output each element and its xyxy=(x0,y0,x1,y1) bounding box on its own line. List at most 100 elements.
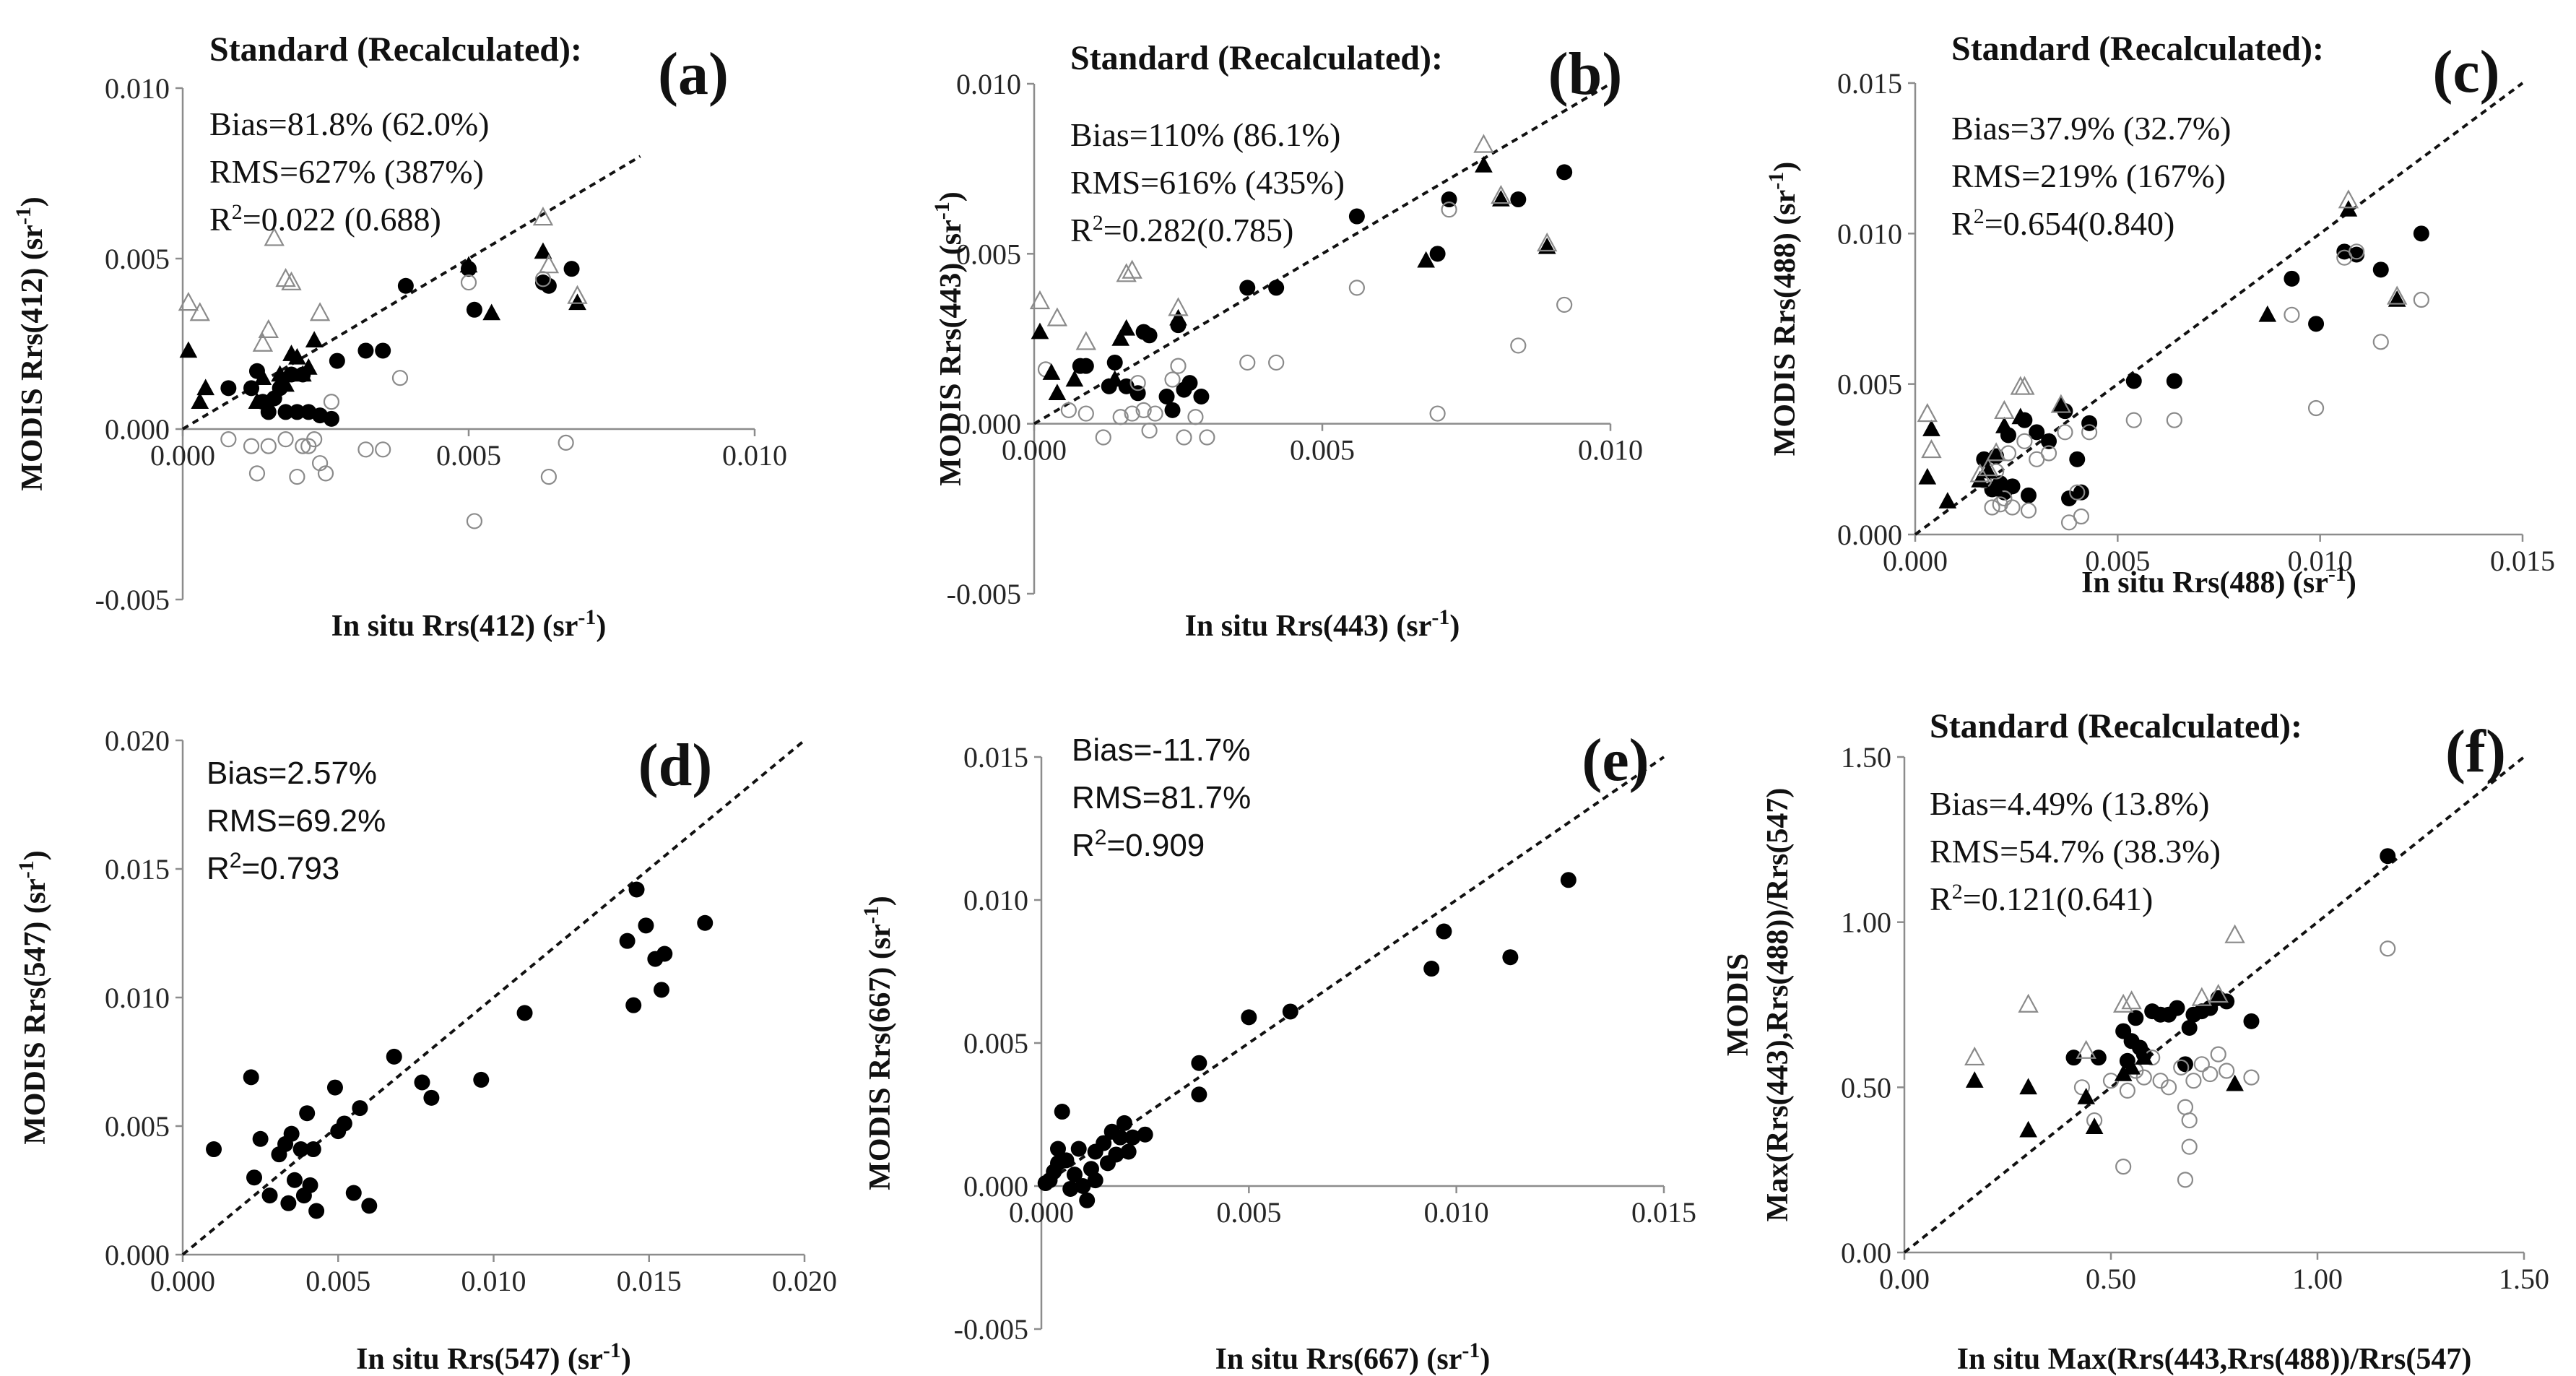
panel-label: (c) xyxy=(2432,38,2499,105)
panel-label: (b) xyxy=(1548,40,1623,108)
x-axis-label: In situ Rrs(412) (sr-1) xyxy=(331,605,607,644)
stats-line: R2=0.909 xyxy=(1072,826,1205,864)
y-tick-label: 0.015 xyxy=(105,853,170,886)
data-point xyxy=(558,434,574,451)
data-point xyxy=(243,438,260,454)
y-tick-label: 1.00 xyxy=(1841,906,1891,939)
data-point xyxy=(277,431,294,448)
data-point xyxy=(1106,370,1124,387)
stats-line: Bias=-11.7% xyxy=(1072,732,1250,768)
one-to-one-line xyxy=(1033,82,1612,425)
data-point xyxy=(1187,409,1204,425)
data-point xyxy=(1079,1192,1096,1208)
data-point xyxy=(1436,923,1452,940)
data-point xyxy=(1164,371,1181,388)
data-point xyxy=(1176,429,1192,446)
data-point xyxy=(653,982,669,998)
data-point xyxy=(243,1069,259,1086)
data-point xyxy=(2121,990,2142,1010)
data-point xyxy=(1417,251,1435,268)
y-tick-label: 0.000 xyxy=(1837,519,1902,551)
data-point xyxy=(1510,337,1527,354)
data-point xyxy=(1987,480,2005,497)
stats-header: Standard (Recalculated): xyxy=(1070,39,1443,77)
panel-f: 0.00 0.50 1.00 1.50 0.00 0.50 1.00 1.50 In situ … xyxy=(1722,707,2549,1376)
data-point xyxy=(2135,1048,2154,1065)
data-point xyxy=(1120,1143,1137,1160)
data-point xyxy=(271,365,289,382)
data-point xyxy=(1169,308,1187,326)
stats-line: Bias=4.49% (13.8%) xyxy=(1930,785,2210,822)
data-point xyxy=(1111,329,1130,346)
data-point xyxy=(361,1198,378,1214)
data-point xyxy=(1996,490,2013,507)
data-point xyxy=(2081,415,2098,431)
series-filled-triangle xyxy=(1965,1048,2244,1138)
series-open-circle xyxy=(1037,202,1573,446)
data-point xyxy=(1268,354,1285,371)
x-tick-label: 0.005 xyxy=(1290,434,1355,467)
stats-line: RMS=219% (167%) xyxy=(1951,157,2226,194)
data-point xyxy=(1938,492,1957,509)
data-point xyxy=(1049,1141,1066,1157)
data-point xyxy=(2284,270,2300,287)
y-tick-label: 0.000 xyxy=(956,408,1021,441)
data-point xyxy=(253,368,272,385)
data-point xyxy=(309,302,331,321)
data-point xyxy=(2193,1056,2210,1073)
data-point xyxy=(2018,993,2039,1013)
data-point xyxy=(1995,417,2013,433)
data-point xyxy=(1491,185,1512,204)
data-point xyxy=(2081,424,2098,441)
data-point xyxy=(538,254,560,274)
data-point xyxy=(1917,403,1938,423)
data-point xyxy=(1922,420,1940,436)
y-axis-label: MODIS Rrs(488) (sr-1) xyxy=(1764,162,1803,456)
x-tick-label: 0.000 xyxy=(150,439,215,472)
data-point xyxy=(289,404,305,420)
data-point xyxy=(1124,1129,1141,1146)
stats-line: RMS=627% (387%) xyxy=(209,153,484,190)
data-point xyxy=(1158,389,1175,405)
data-point xyxy=(2181,1020,2198,1037)
y-tick-label: 0.005 xyxy=(956,238,1021,270)
x-tick-label: 0.010 xyxy=(461,1265,526,1297)
data-point xyxy=(1164,402,1181,418)
data-point xyxy=(568,293,586,311)
data-point xyxy=(2226,1074,2244,1091)
data-point xyxy=(656,946,673,962)
data-point xyxy=(2114,1065,2133,1081)
y-tick-label: 0.50 xyxy=(1841,1071,1891,1104)
data-point xyxy=(277,404,294,420)
x-tick-label: 0.010 xyxy=(1578,434,1643,467)
data-point xyxy=(1193,389,1210,405)
data-point xyxy=(357,441,374,458)
panel-d: 0.000 0.005 0.010 0.015 0.020 0.000 0.005 0.010… xyxy=(14,724,838,1376)
y-tick-label: 0.010 xyxy=(963,884,1028,917)
stats-line: R2=0.121(0.641) xyxy=(1930,880,2153,918)
data-point xyxy=(178,292,199,311)
data-point xyxy=(189,302,210,321)
data-point xyxy=(1042,363,1061,380)
data-point xyxy=(2029,424,2045,441)
data-point xyxy=(308,1203,325,1219)
data-point xyxy=(2177,1172,2194,1188)
y-tick-label: 0.005 xyxy=(105,1110,170,1143)
data-point xyxy=(2057,424,2073,441)
data-point xyxy=(1031,322,1049,339)
data-point xyxy=(1191,1055,1207,1071)
data-point xyxy=(261,1187,278,1204)
data-point xyxy=(1965,1071,1984,1088)
data-point xyxy=(1985,442,2007,462)
data-point xyxy=(317,465,334,482)
data-point xyxy=(2073,484,2089,501)
data-point xyxy=(2077,1088,2096,1104)
data-point xyxy=(2243,1069,2260,1086)
x-tick-label: 0.020 xyxy=(772,1265,837,1297)
data-point xyxy=(2372,261,2389,278)
data-point xyxy=(2339,200,2358,217)
data-point xyxy=(280,1195,297,1211)
series-open-circle xyxy=(1976,243,2429,531)
series-filled-circle xyxy=(206,881,714,1219)
x-tick-label: 0.005 xyxy=(436,439,501,472)
